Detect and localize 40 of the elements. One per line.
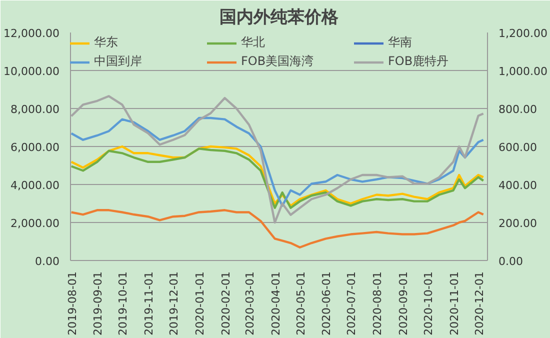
- x-tick-label: 2020-09-01: [396, 271, 410, 336]
- x-tick-label: 2020-05-01: [294, 271, 308, 336]
- legend-label: FOB鹿特丹: [388, 53, 450, 70]
- x-tick-label: 2020-02-01: [219, 271, 232, 336]
- x-tick-label: 2019-12-01: [168, 271, 181, 336]
- y2-tick-label: 1,200.00: [498, 27, 548, 40]
- x-tick-label: 2020-10-01: [422, 271, 435, 336]
- x-tick-label: 2020-12-01: [472, 271, 486, 336]
- x-tick-label: 2019-09-01: [92, 271, 105, 336]
- y2-tick-label: 200.00: [498, 217, 537, 230]
- x-tick-label: 2020-08-01: [371, 271, 384, 336]
- y-tick-label: 6,000.00: [10, 141, 60, 154]
- y-tick-label: 10,000.00: [4, 65, 60, 78]
- chart-title: 国内外纯苯价格: [220, 8, 340, 28]
- x-tick-label: 2019-10-01: [116, 271, 130, 336]
- legend-label: FOB美国海湾: [241, 53, 315, 70]
- x-tick-label: 2020-07-01: [345, 271, 358, 336]
- y-tick-label: 8,000.00: [10, 103, 60, 116]
- line-series: [70, 209, 484, 248]
- legend-label: 中国到岸: [94, 53, 143, 70]
- y2-tick-label: 0.00: [498, 255, 523, 268]
- x-tick-label: 2020-03-01: [243, 271, 256, 336]
- y2-tick-label: 800.00: [498, 103, 537, 116]
- legend-label: 华北: [241, 34, 266, 51]
- x-tick-label: 2020-06-01: [320, 271, 334, 336]
- y2-tick-label: 1,000.00: [498, 65, 548, 78]
- y2-tick-label: 600.00: [498, 141, 537, 154]
- legend-label: 华东: [94, 34, 119, 51]
- x-tick-label: 2019-11-01: [142, 271, 156, 336]
- y2-tick-label: 400.00: [498, 179, 537, 192]
- legend-label: 华南: [388, 34, 413, 51]
- x-tick-label: 2020-04-01: [269, 271, 282, 336]
- x-tick-label: 2019-08-01: [66, 271, 79, 336]
- y-tick-label: 0.00: [35, 255, 60, 268]
- x-tick-label: 2020-01-01: [193, 271, 206, 336]
- line-series: [70, 116, 484, 207]
- y-tick-label: 12,000.00: [4, 27, 60, 40]
- y-tick-label: 2,000.00: [10, 217, 60, 230]
- y-tick-label: 4,000.00: [10, 179, 60, 192]
- x-tick-label: 2020-11-01: [448, 271, 461, 336]
